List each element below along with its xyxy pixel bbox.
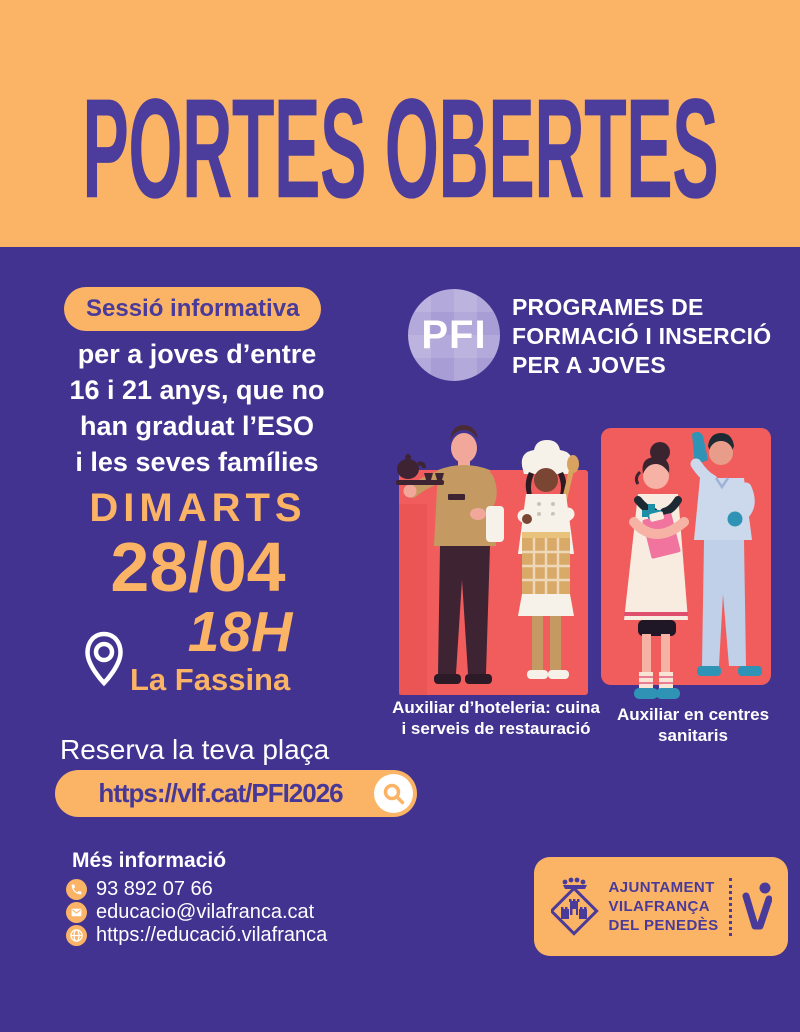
- contact-phone-row: 93 892 07 66: [66, 878, 213, 901]
- healthcare-illustration: [598, 420, 788, 725]
- contact-website: https://educació.vilafranca: [96, 924, 328, 946]
- booking-url[interactable]: https://vlf.cat/PFI2026: [98, 778, 343, 808]
- page-title: PORTES OBERTES: [82, 69, 719, 229]
- pfi-logo: PFI: [408, 289, 500, 381]
- contact-phone: 93 892 07 66: [96, 878, 213, 900]
- location-pin-icon: [84, 630, 124, 703]
- header-banner: PORTES OBERTES: [0, 0, 800, 247]
- booking-url-pill[interactable]: https://vlf.cat/PFI2026: [55, 770, 417, 817]
- contact-website-row: https://educació.vilafranca: [66, 924, 327, 947]
- audience-text: per a joves d’entre 16 i 21 anys, que no…: [69, 339, 325, 477]
- envelope-icon: [66, 902, 87, 923]
- coat-of-arms-icon: [550, 877, 599, 936]
- hospitality-illustration: [396, 418, 594, 705]
- globe-icon: [66, 925, 87, 946]
- contact-email-row: educacio@vilafranca.cat: [66, 901, 314, 924]
- event-date: 28/04: [110, 528, 286, 606]
- vilafranca-v-mark-icon: [742, 882, 772, 929]
- program-caption-hospitality: Auxiliar d’hoteleria: cuina i serveis de…: [392, 698, 600, 738]
- program-caption-healthcare: Auxiliar en centres sanitaris: [616, 705, 770, 745]
- pfi-acronym: PFI: [421, 312, 487, 357]
- contact-heading: Més informació: [72, 849, 227, 872]
- session-badge: Sessió informativa: [64, 287, 322, 331]
- municipality-name: AJUNTAMENT VILAFRANÇA DEL PENEDÈS: [608, 879, 719, 934]
- pfi-program-name: PROGRAMES DE FORMACIÓ I INSERCIÓ PER A J…: [512, 294, 772, 378]
- phone-icon: [66, 879, 87, 900]
- booking-label: Reserva la teva plaça: [60, 734, 330, 765]
- event-time: 18H: [187, 600, 293, 664]
- contact-email: educacio@vilafranca.cat: [96, 901, 315, 923]
- event-day: DIMARTS: [89, 486, 307, 530]
- page-title-wrap: PORTES OBERTES: [0, 78, 800, 220]
- event-venue: La Fassina: [130, 662, 291, 697]
- municipality-logo-card: AJUNTAMENT VILAFRANÇA DEL PENEDÈS: [534, 857, 788, 956]
- search-icon: [383, 783, 404, 804]
- search-button[interactable]: [374, 774, 413, 813]
- dotted-divider: [728, 877, 732, 936]
